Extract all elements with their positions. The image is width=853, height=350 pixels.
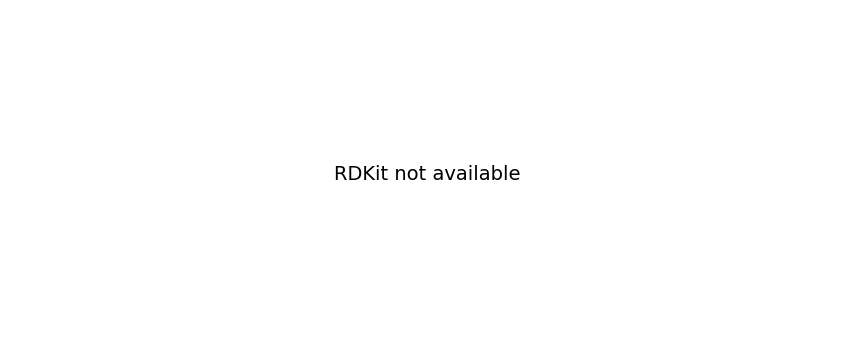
- Text: RDKit not available: RDKit not available: [334, 166, 519, 184]
